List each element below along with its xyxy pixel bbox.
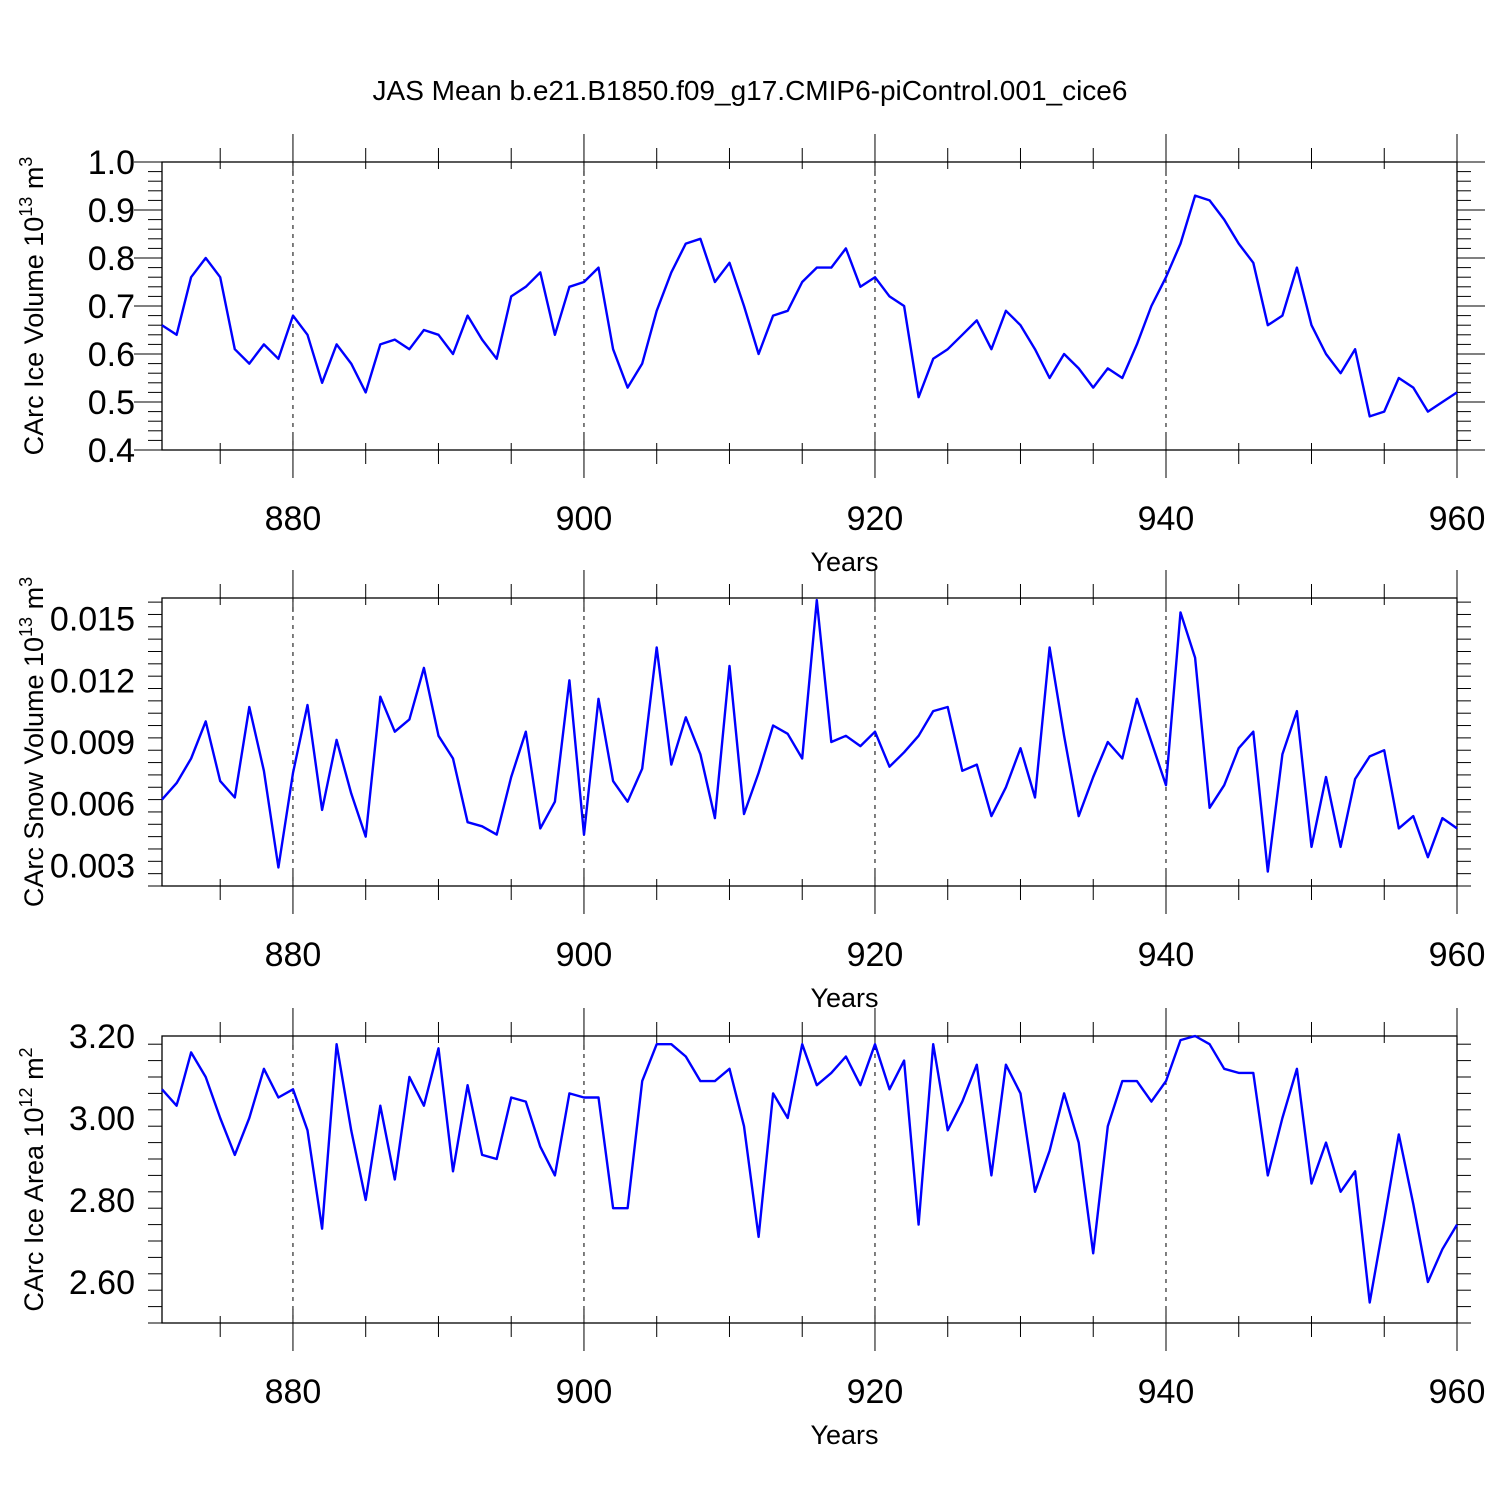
y-tick-label: 1.0: [88, 144, 135, 182]
x-axis-label: Years: [810, 547, 878, 577]
panel-1: 880 900 920 940 960 Years 0.4 0.5 0.6 0.7 0.8 0.9 1.…: [16, 134, 1485, 577]
plot-frame: [161, 597, 1458, 887]
x-tick-label: 900: [556, 500, 613, 538]
x-axis-label: Years: [810, 1420, 878, 1450]
x-tick-label: 940: [1138, 500, 1195, 538]
panel-2: 880 900 920 940 960 Years 0.003 0.006 0.009 0.012…: [16, 570, 1485, 1013]
x-tick-label: 900: [556, 1373, 613, 1411]
y-tick-label: 0.6: [88, 336, 135, 374]
y-tick-label: 2.80: [69, 1182, 135, 1220]
x-tick-label: 920: [847, 500, 904, 538]
y-axis-label: CArc Snow Volume 1013 m3: [16, 577, 49, 907]
x-tick-label: 960: [1429, 1373, 1486, 1411]
series-line: [161, 598, 1458, 873]
plot-frame: [161, 1035, 1458, 1324]
x-tick-label: 940: [1138, 936, 1195, 974]
x-tick-label: 960: [1429, 936, 1486, 974]
panel-3: 880 900 920 940 960 Years 2.60 2.80 3.00 3.20 CArc…: [16, 1008, 1485, 1450]
series-line: [161, 1034, 1459, 1304]
y-tick-label: 0.015: [50, 601, 135, 639]
y-tick-label: 3.20: [69, 1018, 135, 1056]
y-tick-label: 0.009: [50, 724, 135, 762]
x-tick-label: 960: [1429, 500, 1486, 538]
y-tick-label: 0.4: [88, 432, 135, 470]
x-tick-label: 880: [265, 1373, 322, 1411]
y-tick-label: 0.006: [50, 786, 135, 824]
y-axis-label: CArc Ice Volume 1013 m3: [16, 157, 49, 456]
y-tick-label: 3.00: [69, 1100, 135, 1138]
y-tick-label: 0.5: [88, 384, 135, 422]
series-line: [161, 194, 1458, 418]
x-tick-label: 880: [265, 500, 322, 538]
chart-title: JAS Mean b.e21.B1850.f09_g17.CMIP6-piCon…: [373, 75, 1128, 106]
x-tick-label: 920: [847, 936, 904, 974]
x-tick-label: 940: [1138, 1373, 1195, 1411]
y-tick-label: 0.012: [50, 662, 135, 700]
x-tick-label: 880: [265, 936, 322, 974]
x-tick-label: 900: [556, 936, 613, 974]
y-tick-label: 0.003: [50, 847, 135, 885]
x-axis-label: Years: [810, 983, 878, 1013]
y-tick-label: 0.8: [88, 240, 135, 278]
y-tick-label: 2.60: [69, 1264, 135, 1302]
y-tick-label: 0.9: [88, 192, 135, 230]
y-axis-label: CArc Ice Area 1012 m2: [16, 1047, 49, 1311]
x-tick-label: 920: [847, 1373, 904, 1411]
y-tick-label: 0.7: [88, 288, 135, 326]
